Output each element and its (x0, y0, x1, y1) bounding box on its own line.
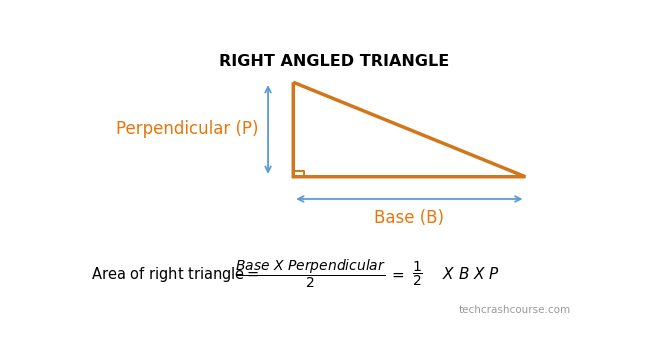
Text: $\dfrac{1}{2}$: $\dfrac{1}{2}$ (412, 260, 422, 288)
Text: $=$: $=$ (389, 266, 405, 282)
Text: RIGHT ANGLED TRIANGLE: RIGHT ANGLED TRIANGLE (219, 55, 449, 69)
Text: $\dfrac{\mathit{Base\ X\ Perpendicular}}{2}$: $\dfrac{\mathit{Base\ X\ Perpendicular}}… (236, 258, 387, 290)
Text: $\mathit{X\ B\ X\ P}$: $\mathit{X\ B\ X\ P}$ (442, 266, 500, 282)
Text: techcrashcourse.com: techcrashcourse.com (459, 305, 571, 315)
Text: Base (B): Base (B) (374, 209, 445, 227)
Text: Perpendicular (P): Perpendicular (P) (116, 121, 258, 139)
Text: Area of right triangle$=$: Area of right triangle$=$ (91, 265, 260, 283)
